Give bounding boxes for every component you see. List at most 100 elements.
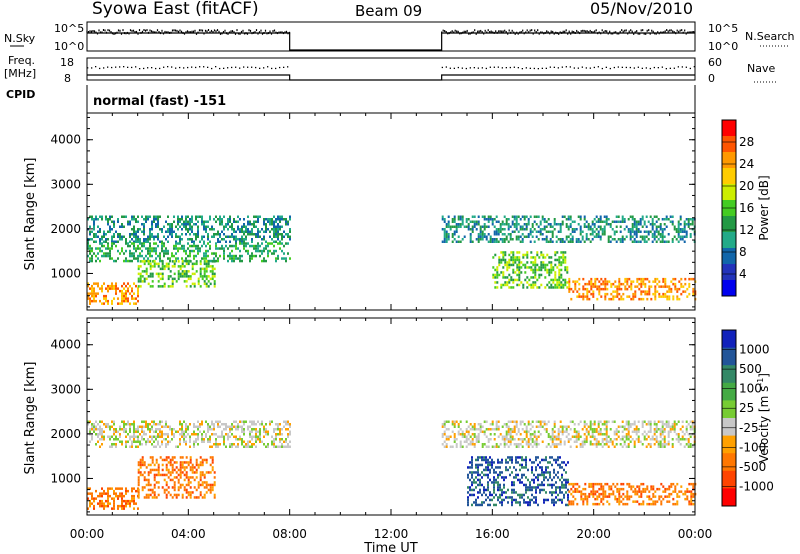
heatmap-cell — [527, 445, 530, 448]
heatmap-cell — [537, 215, 540, 218]
heatmap-cell — [657, 233, 660, 236]
heatmap-cell — [271, 238, 273, 241]
heatmap-cell — [581, 440, 584, 443]
heatmap-cell — [618, 495, 621, 498]
heatmap-cell — [467, 218, 470, 221]
heatmap-cell — [267, 252, 269, 255]
heatmap-cell — [171, 430, 173, 433]
heatmap-cell — [511, 428, 514, 431]
heatmap-cell — [497, 425, 500, 428]
heatmap-cell — [563, 478, 565, 482]
heatmap-cell — [125, 294, 127, 298]
heatmap-cell — [677, 235, 680, 238]
heatmap-cell — [483, 215, 486, 218]
heatmap-cell — [193, 471, 196, 474]
heatmap-cell — [469, 443, 472, 446]
heatmap-cell — [563, 461, 565, 464]
heatmap-cell — [185, 443, 187, 446]
heatmap-cell — [631, 215, 634, 218]
heatmap-cell — [673, 235, 676, 238]
heatmap-cell — [481, 456, 483, 459]
heatmap-cell — [187, 254, 189, 258]
heatmap-cell — [195, 223, 197, 226]
heatmap-cell — [179, 483, 182, 487]
heatmap-cell — [664, 295, 667, 298]
heatmap-cell — [526, 266, 529, 269]
heatmap-cell — [107, 287, 109, 290]
heatmap-cell — [89, 244, 91, 248]
power-y-label: Slant Range [km] — [23, 158, 38, 271]
heatmap-cell — [525, 483, 527, 487]
heatmap-cell — [588, 485, 591, 488]
heatmap-cell — [638, 282, 641, 286]
heatmap-cell — [655, 235, 658, 238]
heatmap-cell — [273, 215, 275, 218]
heatmap-cell — [491, 481, 493, 484]
heatmap-cell — [223, 228, 225, 231]
heatmap-cell — [479, 238, 482, 241]
heatmap-cell — [137, 285, 140, 288]
heatmap-cell — [193, 240, 195, 243]
heatmap-cell — [655, 428, 658, 431]
heatmap-cell — [489, 438, 492, 441]
heatmap-cell — [475, 503, 477, 507]
heatmap-cell — [113, 223, 115, 226]
heatmap-cell — [137, 294, 139, 298]
heatmap-cell — [137, 299, 139, 303]
heatmap-cell — [562, 278, 565, 282]
heatmap-cell — [636, 280, 639, 283]
heatmap-cell — [93, 235, 95, 238]
heatmap-cell — [141, 463, 144, 467]
heatmap-cell — [516, 266, 519, 269]
heatmap-cell — [599, 235, 602, 238]
heatmap-cell — [119, 289, 121, 293]
heatmap-cell — [239, 438, 241, 441]
heatmap-cell — [263, 223, 265, 226]
heatmap-cell — [513, 488, 515, 492]
heatmap-cell — [507, 438, 510, 441]
heatmap-cell — [639, 240, 642, 243]
heatmap-cell — [455, 443, 458, 446]
heatmap-cell — [121, 294, 123, 298]
heatmap-cell — [499, 238, 502, 241]
heatmap-cell — [550, 268, 553, 272]
heatmap-cell — [525, 440, 528, 443]
heatmap-cell — [547, 223, 550, 226]
heatmap-cell — [263, 443, 265, 446]
heatmap-cell — [540, 251, 543, 254]
heatmap-cell — [171, 463, 174, 467]
heatmap-cell — [203, 240, 205, 243]
heatmap-cell — [495, 423, 498, 426]
heatmap-cell — [149, 247, 151, 250]
heatmap-cell — [95, 233, 97, 236]
heatmap-cell — [626, 287, 629, 291]
heatmap-cell — [594, 490, 597, 493]
heatmap-cell — [629, 238, 632, 241]
heatmap-cell — [521, 463, 523, 467]
heatmap-cell — [651, 438, 654, 441]
heatmap-cell — [243, 242, 245, 245]
heatmap-cell — [612, 482, 615, 486]
heatmap-cell — [651, 223, 654, 226]
heatmap-cell — [445, 445, 448, 448]
heatmap-cell — [506, 283, 509, 287]
heatmap-cell — [556, 251, 559, 254]
heatmap-cell — [535, 488, 537, 492]
heatmap-cell — [593, 235, 596, 238]
heatmap-cell — [516, 256, 519, 259]
heatmap-cell — [135, 218, 137, 221]
heatmap-cell — [677, 435, 680, 438]
heatmap-cell — [105, 492, 107, 495]
heatmap-cell — [661, 445, 664, 448]
heatmap-cell — [227, 235, 229, 238]
heatmap-cell — [523, 218, 526, 221]
heatmap-cell — [263, 235, 265, 238]
heatmap-cell — [589, 443, 592, 446]
heatmap-cell — [567, 215, 570, 218]
heatmap-cell — [223, 247, 225, 250]
heatmap-cell — [561, 476, 563, 479]
heatmap-cell — [169, 285, 172, 288]
heatmap-cell — [121, 299, 123, 303]
heatmap-cell — [269, 242, 271, 245]
heatmap-cell — [171, 466, 174, 469]
